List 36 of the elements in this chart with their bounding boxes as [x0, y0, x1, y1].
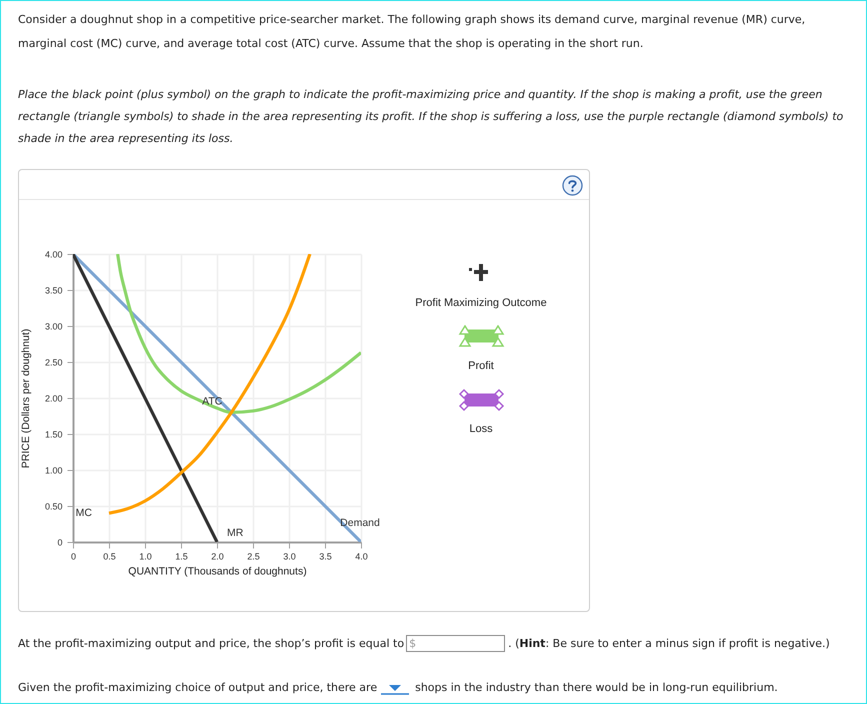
- line-series: [107, 254, 312, 515]
- text: At the profit-maximizing output and price, the shop’s profit is equal to: [18, 637, 404, 650]
- x-tick-label: 0: [70, 552, 76, 562]
- text: Hint: [519, 637, 546, 650]
- y-tick-label: 4.00: [44, 250, 62, 260]
- x-tick-label: 1.5: [175, 552, 188, 562]
- x-tick-label: 2.5: [247, 552, 260, 562]
- y-tick-label: 3.00: [44, 322, 62, 332]
- series-label: MC: [76, 507, 92, 520]
- y-tick-label: 2.50: [44, 358, 62, 368]
- text-input-field: $: [406, 635, 506, 652]
- text: : Be sure to enter a minus sign if profit is negative.): [545, 637, 830, 650]
- x-tick-label: 1.0: [139, 552, 152, 562]
- x-axis-title: QUANTITY (Thousands of doughnuts): [128, 566, 307, 578]
- series-label: MR: [227, 527, 244, 539]
- x-tick-label: 2.0: [211, 552, 224, 562]
- y-axis-title: PRICE (Dollars per doughnut): [20, 328, 32, 468]
- text: Loss: [468, 423, 494, 435]
- text: Profit Maximizing Outcome: [414, 297, 548, 309]
- x-tick-label: 0.5: [103, 552, 116, 562]
- y-tick-label: 0: [57, 538, 62, 548]
- x-tick-label: 4.0: [355, 552, 368, 562]
- text: Profit: [467, 360, 495, 372]
- text: Consider a doughnut shop in a competitive price-searcher market. The following graph shows its demand curve, marginal revenue (MR) curve, marginal cost (MC) curve, and average total cost (ATC) curve. Assume that the shop is operating in the short run.: [18, 12, 806, 52]
- x-tick-label: 3.0: [283, 552, 296, 562]
- line-series: [116, 254, 361, 414]
- y-tick-label: 1.00: [44, 466, 62, 476]
- text: . (: [508, 637, 520, 650]
- y-tick-label: 1.50: [44, 430, 62, 440]
- text: Given the profit-maximizing choice of output and price, there are: [18, 681, 378, 694]
- text: Place the black point (plus symbol) on the graph to indicate the profit-maximizing price and quantity. If the shop is making a profit, use the green rectangle (triangle symbols) to shade in the area representing its profit. If the shop is suffering a loss, use the purple rectangle (diamond symbols) to shade in the area representing its loss.: [18, 87, 844, 147]
- x-tick-label: 3.5: [319, 552, 332, 562]
- text: shops in the industry than there would be in long-run equilibrium.: [415, 681, 778, 694]
- y-tick-label: 0.50: [44, 502, 62, 512]
- y-tick-label: 2.00: [44, 394, 62, 404]
- y-tick-label: 3.50: [44, 286, 62, 296]
